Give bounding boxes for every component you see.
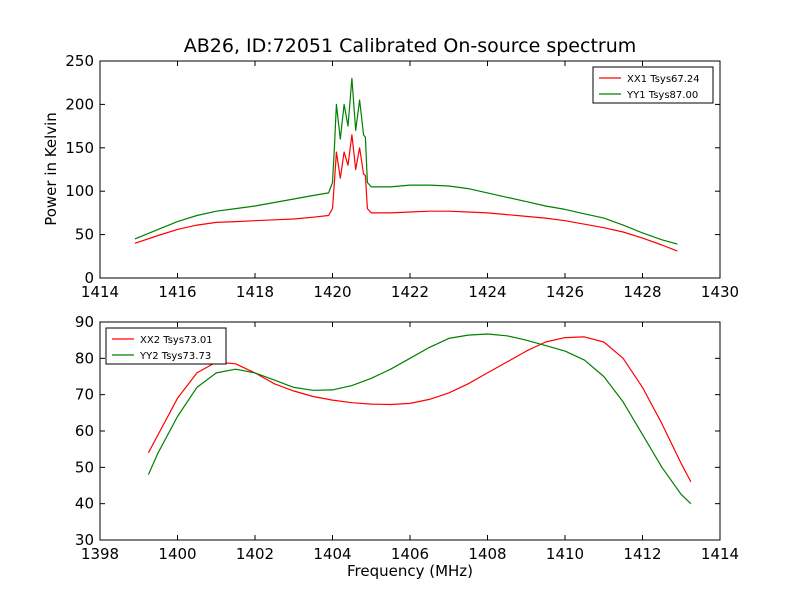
- x-tick-label: 1400: [158, 545, 196, 563]
- y-tick-label: 50: [75, 226, 94, 244]
- x-tick-label: 1404: [313, 545, 351, 563]
- y-tick-label: 90: [75, 313, 94, 331]
- legend-label: YY1 Tsys87.00: [626, 90, 698, 101]
- x-tick-label: 1426: [546, 283, 584, 301]
- x-tick-label: 1416: [158, 283, 196, 301]
- y-tick-label: 0: [84, 269, 94, 287]
- legend-box: [105, 327, 227, 365]
- x-tick-label: 1418: [236, 283, 274, 301]
- y-tick-label: 30: [75, 531, 94, 549]
- y-tick-label: 100: [65, 182, 94, 200]
- legend-label: XX1 Tsys67.24: [627, 74, 700, 85]
- x-axis-label: Frequency (MHz): [347, 562, 473, 580]
- x-tick-label: 1398: [81, 545, 119, 563]
- y-tick-label: 40: [75, 495, 94, 513]
- x-tick-label: 1408: [468, 545, 506, 563]
- x-tick-label: 1412: [623, 545, 661, 563]
- y-tick-label: 150: [65, 139, 94, 157]
- y-tick-label: 70: [75, 386, 94, 404]
- bottom-plot: 1398 1400 1402 1404 1406 1408 1410 1412 1414 30 40…: [75, 313, 739, 563]
- x-tick-label: 1428: [623, 283, 661, 301]
- legend-label: YY2 Tsys73.73: [139, 351, 211, 362]
- x-tick-label: 1414: [81, 283, 119, 301]
- y-tick-label: 250: [65, 52, 94, 70]
- top-plot: 1414 1416 1418 1420 1422 1424 1426 1428 1430 0 50 1…: [65, 52, 739, 301]
- x-tick-label: 1424: [468, 283, 506, 301]
- x-tick-label: 1420: [313, 283, 351, 301]
- series-line-1-1: [134, 134, 678, 252]
- legend: XX1 Tsys67.24 YY1 Tsys87.00: [592, 66, 714, 104]
- x-tick-label: 1402: [236, 545, 274, 563]
- series-line-2-1: [147, 336, 692, 483]
- y-tick-label: 80: [75, 349, 94, 367]
- x-tick-label: 1414: [701, 545, 739, 563]
- y-axis-label: Power in Kelvin: [42, 112, 60, 226]
- series-line-2-2: [147, 333, 692, 505]
- series-line-1-2: [134, 77, 678, 245]
- x-tick-label: 1430: [701, 283, 739, 301]
- figure-title: AB26, ID:72051 Calibrated On-source spec…: [184, 35, 637, 57]
- x-tick-label: 1410: [546, 545, 584, 563]
- x-tick-label: 1422: [391, 283, 429, 301]
- y-tick-label: 200: [65, 95, 94, 113]
- legend-label: XX2 Tsys73.01: [140, 335, 213, 346]
- y-tick-label: 60: [75, 422, 94, 440]
- y-tick-label: 50: [75, 458, 94, 476]
- legend-box: [592, 66, 714, 104]
- legend: XX2 Tsys73.01 YY2 Tsys73.73: [105, 327, 227, 365]
- x-tick-label: 1406: [391, 545, 429, 563]
